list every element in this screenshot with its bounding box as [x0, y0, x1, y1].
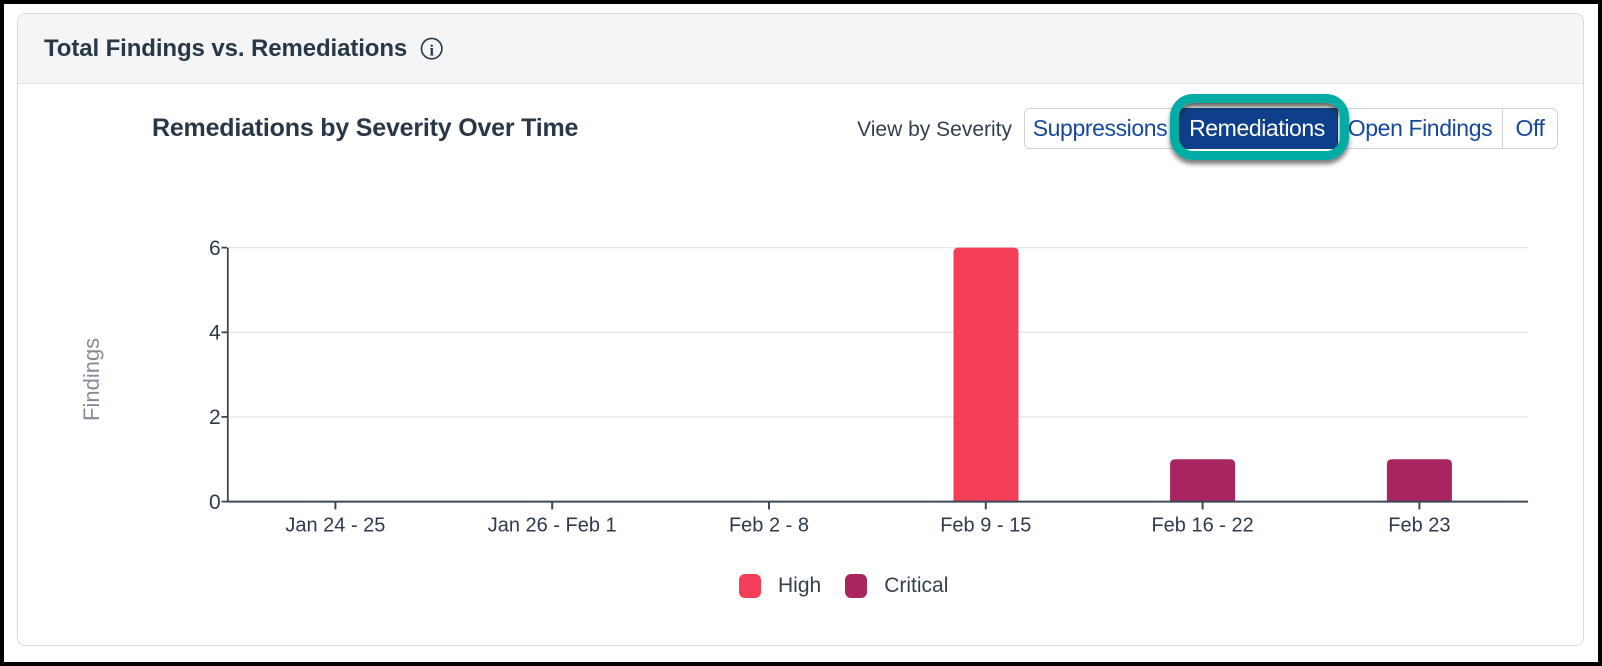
svg-text:6: 6 — [209, 237, 221, 260]
svg-text:2: 2 — [209, 406, 221, 429]
svg-text:Findings: Findings — [79, 338, 104, 421]
svg-text:Feb 2 - 8: Feb 2 - 8 — [729, 515, 809, 537]
svg-text:4: 4 — [209, 322, 221, 345]
svg-text:Jan 26 - Feb 1: Jan 26 - Feb 1 — [488, 515, 617, 537]
svg-text:Jan 24 - 25: Jan 24 - 25 — [285, 515, 385, 537]
svg-text:Feb 23: Feb 23 — [1388, 515, 1450, 537]
svg-text:0: 0 — [209, 491, 221, 514]
svg-text:Feb 9 - 15: Feb 9 - 15 — [940, 515, 1031, 537]
svg-text:i: i — [429, 42, 434, 59]
svg-text:Feb 16 - 22: Feb 16 - 22 — [1151, 515, 1253, 537]
